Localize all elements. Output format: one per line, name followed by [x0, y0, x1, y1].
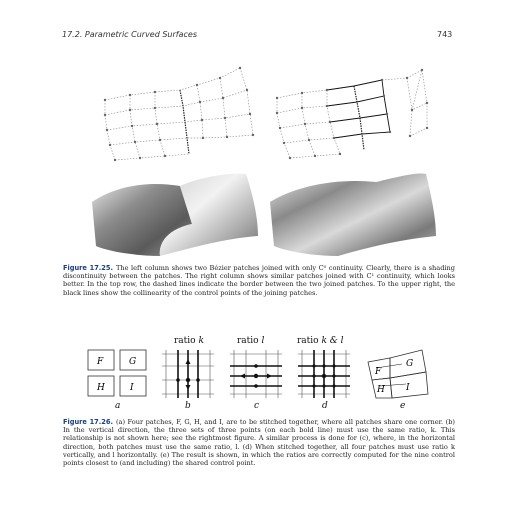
figure-17-26-label: Figure 17.26.: [63, 418, 113, 426]
patch-letter-e-i: I: [405, 383, 410, 393]
figure-17-25-label: Figure 17.25.: [63, 264, 113, 272]
ratio-l-label: ratio l: [237, 336, 265, 346]
page-number: 743: [437, 30, 453, 39]
patch-letter-h: H: [96, 383, 105, 393]
sub-label-c: c: [254, 401, 260, 411]
control-grid-c1: [275, 68, 429, 160]
ratio-k-and-l-label: ratio k & l: [297, 336, 344, 346]
diagram-a-four-patches: F G H I: [87, 349, 147, 397]
diagram-d-ratio-k-and-l: [298, 350, 350, 398]
figure-17-26-caption: Figure 17.26. (a) Four patches, F, G, H, …: [63, 418, 455, 467]
shaded-surface-c0: [92, 173, 258, 256]
running-header-title: 17.2. Parametric Curved Surfaces: [62, 30, 197, 39]
sub-label-d: d: [322, 401, 328, 411]
sub-label-e: e: [400, 401, 406, 411]
patch-letter-e-h: H: [376, 385, 385, 395]
figure-17-25-text: The left column shows two Bézier patches…: [63, 264, 456, 297]
patch-letter-e-f: F: [374, 367, 382, 377]
patch-letter-i: I: [129, 383, 134, 393]
shaded-surface-c1: [270, 173, 436, 256]
ratio-k-label: ratio k: [174, 336, 204, 346]
patch-letter-e-g: G: [406, 359, 413, 369]
patch-letter-f: F: [96, 357, 104, 367]
diagram-c-ratio-l: [230, 350, 282, 398]
patch-letter-g: G: [129, 357, 136, 367]
diagram-e-stitched-result: F G H I: [367, 349, 429, 399]
sub-label-b: b: [185, 401, 191, 411]
figure-17-26-text: (a) Four patches, F, G, H, and I, are to…: [63, 418, 455, 468]
figure-17-25-caption: Figure 17.25. The left column shows two B…: [63, 264, 455, 297]
sub-label-a: a: [115, 401, 121, 411]
diagram-b-ratio-k: [162, 350, 214, 398]
control-grid-c0: [103, 66, 255, 162]
